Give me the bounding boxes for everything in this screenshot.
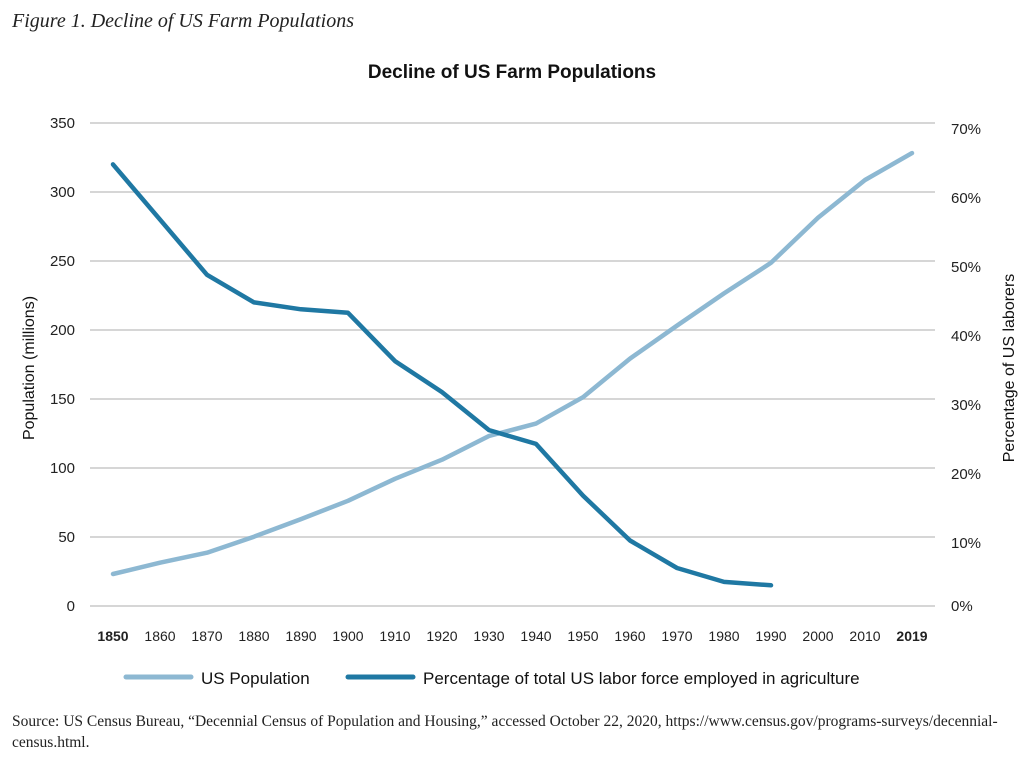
- right-y-tick-label: 30%: [951, 397, 981, 414]
- left-y-tick-label: 200: [50, 322, 75, 339]
- x-tick-label: 1850: [97, 628, 128, 644]
- left-y-tick-label: 300: [50, 184, 75, 201]
- right-y-tick-label: 50%: [951, 259, 981, 276]
- population-line: [110, 150, 915, 577]
- left-y-tick-label: 50: [58, 529, 75, 546]
- left-axis-label: Population (millions): [21, 296, 38, 440]
- x-tick-label: 1880: [238, 628, 269, 644]
- x-tick-label: 2019: [896, 628, 927, 644]
- right-y-tick-label: 70%: [951, 121, 981, 138]
- left-y-tick-label: 100: [50, 460, 75, 477]
- left-y-tick-label: 0: [67, 598, 75, 615]
- legend-label-population: US Population: [201, 669, 310, 688]
- right-y-ticks: 0% 10% 20% 30% 40% 50% 60% 70%: [951, 121, 981, 615]
- x-tick-label: 1980: [708, 628, 739, 644]
- series-lines: [110, 150, 915, 588]
- right-y-tick-label: 20%: [951, 466, 981, 483]
- right-y-tick-label: 40%: [951, 328, 981, 345]
- right-y-tick-label: 10%: [951, 535, 981, 552]
- right-y-tick-label: 60%: [951, 190, 981, 207]
- x-tick-label: 1870: [191, 628, 222, 644]
- x-tick-label: 2000: [802, 628, 833, 644]
- x-tick-label: 1960: [614, 628, 645, 644]
- agriculture-share-line: [110, 162, 774, 588]
- left-y-tick-label: 150: [50, 391, 75, 408]
- x-tick-label: 1940: [520, 628, 551, 644]
- legend-label-agriculture: Percentage of total US labor force emplo…: [423, 669, 860, 688]
- x-tick-label: 1930: [473, 628, 504, 644]
- x-ticks: 1850 1860 1870 1880 1890 1900 1910 1920 1930 1940…: [97, 628, 927, 644]
- x-tick-label: 1970: [661, 628, 692, 644]
- x-tick-label: 1890: [285, 628, 316, 644]
- gridlines: [90, 122, 935, 607]
- x-tick-label: 1910: [379, 628, 410, 644]
- left-y-tick-label: 250: [50, 253, 75, 270]
- x-tick-label: 1990: [755, 628, 786, 644]
- left-y-ticks: 0 50 100 150 200 250 300 350: [50, 115, 75, 615]
- source-note: Source: US Census Bureau, “Decennial Cen…: [12, 713, 998, 751]
- left-y-tick-label: 350: [50, 115, 75, 132]
- chart-title: Decline of US Farm Populations: [367, 62, 657, 83]
- x-tick-label: 1860: [144, 628, 175, 644]
- x-tick-label: 1900: [332, 628, 363, 644]
- right-y-tick-label: 0%: [951, 598, 973, 615]
- legend: US Population Percentage of total US lab…: [123, 669, 860, 688]
- figure-caption: Figure 1. Decline of US Farm Populations: [12, 10, 354, 32]
- x-tick-label: 1950: [567, 628, 598, 644]
- chart: 0 50 100 150 200 250 300 350 0% 10% 20% 30% 40% 50% 6…: [21, 115, 1018, 688]
- x-tick-label: 1920: [426, 628, 457, 644]
- right-axis-label: Percentage of US laborers: [1001, 274, 1018, 463]
- x-tick-label: 2010: [849, 628, 880, 644]
